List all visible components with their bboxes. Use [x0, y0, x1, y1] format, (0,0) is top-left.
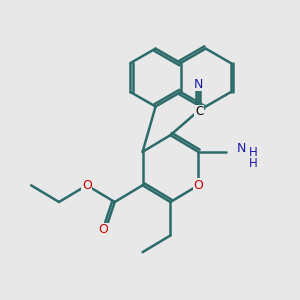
Text: N: N — [237, 142, 246, 155]
Text: H: H — [249, 146, 258, 159]
Text: C: C — [195, 105, 203, 118]
Text: H: H — [249, 157, 258, 169]
Text: O: O — [194, 179, 203, 192]
Text: O: O — [82, 179, 92, 192]
Text: O: O — [99, 224, 109, 236]
Text: N: N — [194, 78, 203, 91]
